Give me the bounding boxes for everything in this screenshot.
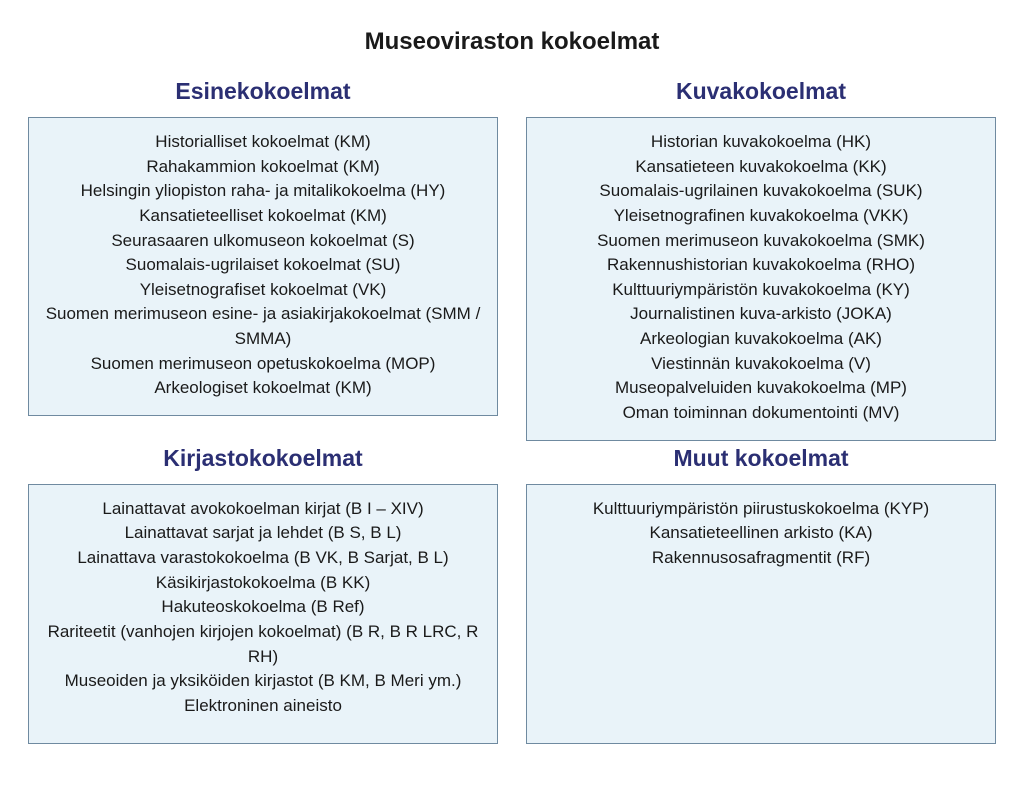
list-item: Suomen merimuseon opetuskokoelma (MOP): [39, 352, 487, 377]
list-item: Historialliset kokoelmat (KM): [39, 130, 487, 155]
section-title: Kuvakokoelmat: [526, 78, 996, 105]
list-item: Arkeologian kuvakokoelma (AK): [537, 327, 985, 352]
page-root: Museoviraston kokoelmat Esinekokoelmat Hi…: [0, 0, 1024, 764]
section-box: Kulttuuriympäristön piirustuskokoelma (K…: [526, 484, 996, 744]
list-item: Kulttuuriympäristön kuvakokoelma (KY): [537, 278, 985, 303]
list-item: Kansatieteelliset kokoelmat (KM): [39, 204, 487, 229]
section: Muut kokoelmat Kulttuuriympäristön piirus…: [526, 441, 996, 744]
list-item: Rakennushistorian kuvakokoelma (RHO): [537, 253, 985, 278]
list-item: Museopalveluiden kuvakokoelma (MP): [537, 376, 985, 401]
list-item: Kulttuuriympäristön piirustuskokoelma (K…: [537, 497, 985, 522]
sections-grid: Esinekokoelmat Historialliset kokoelmat (…: [28, 74, 996, 744]
main-title: Museoviraston kokoelmat: [28, 28, 996, 56]
list-item: Lainattava varastokokoelma (B VK, B Sarj…: [39, 546, 487, 571]
list-item: Helsingin yliopiston raha- ja mitalikoko…: [39, 179, 487, 204]
list-item: Museoiden ja yksiköiden kirjastot (B KM,…: [39, 669, 487, 694]
list-item: Suomen merimuseon kuvakokoelma (SMK): [537, 229, 985, 254]
section-title: Muut kokoelmat: [526, 445, 996, 472]
list-item: Journalistinen kuva-arkisto (JOKA): [537, 302, 985, 327]
list-item: Kansatieteellinen arkisto (KA): [537, 521, 985, 546]
list-item: Lainattavat avokokoelman kirjat (B I – X…: [39, 497, 487, 522]
section-box: Lainattavat avokokoelman kirjat (B I – X…: [28, 484, 498, 744]
list-item: Viestinnän kuvakokoelma (V): [537, 352, 985, 377]
section-box: Historialliset kokoelmat (KM)Rahakammion…: [28, 117, 498, 416]
list-item: Elektroninen aineisto: [39, 694, 487, 719]
section: Kirjastokokoelmat Lainattavat avokokoelma…: [28, 441, 498, 744]
section-title: Esinekokoelmat: [28, 78, 498, 105]
section: Kuvakokoelmat Historian kuvakokoelma (HK)…: [526, 74, 996, 441]
list-item: Seurasaaren ulkomuseon kokoelmat (S): [39, 229, 487, 254]
list-item: Kansatieteen kuvakokoelma (KK): [537, 155, 985, 180]
list-item: Yleisetnografinen kuvakokoelma (VKK): [537, 204, 985, 229]
list-item: Oman toiminnan dokumentointi (MV): [537, 401, 985, 426]
list-item: Käsikirjastokokoelma (B KK): [39, 571, 487, 596]
list-item: Hakuteoskokoelma (B Ref): [39, 595, 487, 620]
list-item: Rakennusosafragmentit (RF): [537, 546, 985, 571]
list-item: Historian kuvakokoelma (HK): [537, 130, 985, 155]
list-item: Rahakammion kokoelmat (KM): [39, 155, 487, 180]
list-item: Arkeologiset kokoelmat (KM): [39, 376, 487, 401]
list-item: Suomalais-ugrilaiset kokoelmat (SU): [39, 253, 487, 278]
section-box: Historian kuvakokoelma (HK)Kansatieteen …: [526, 117, 996, 441]
list-item: Suomen merimuseon esine- ja asiakirjakok…: [39, 302, 487, 351]
section-title: Kirjastokokoelmat: [28, 445, 498, 472]
list-item: Rariteetit (vanhojen kirjojen kokoelmat)…: [39, 620, 487, 669]
list-item: Lainattavat sarjat ja lehdet (B S, B L): [39, 521, 487, 546]
list-item: Yleisetnografiset kokoelmat (VK): [39, 278, 487, 303]
section: Esinekokoelmat Historialliset kokoelmat (…: [28, 74, 498, 441]
list-item: Suomalais-ugrilainen kuvakokoelma (SUK): [537, 179, 985, 204]
